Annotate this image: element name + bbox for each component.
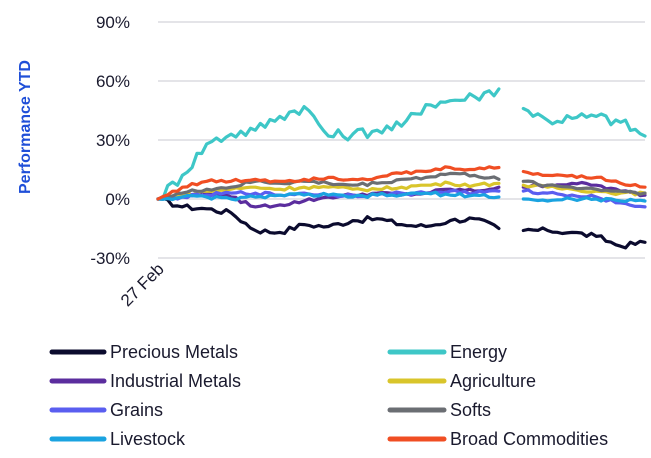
legend-label: Livestock (110, 429, 186, 449)
legend: Precious Metals Energy Industrial Metals Ag… (49, 342, 608, 449)
series-line (156, 87, 501, 201)
series-line (521, 106, 647, 138)
series-line (156, 196, 501, 236)
legend-label: Industrial Metals (110, 371, 241, 391)
legend-label: Grains (110, 400, 163, 420)
legend-label: Energy (450, 342, 507, 362)
y-axis-ticks: -30% 0% 30% 60% 90% (90, 13, 130, 268)
legend-label: Broad Commodities (450, 429, 608, 449)
y-tick-label: -30% (90, 249, 130, 268)
series-line (156, 165, 501, 201)
legend-label: Softs (450, 400, 491, 420)
y-tick-label: 60% (96, 72, 130, 91)
series-line (521, 169, 647, 189)
grid (158, 21, 645, 259)
y-tick-label: 90% (96, 13, 130, 32)
legend-label: Agriculture (450, 371, 536, 391)
series-line (156, 190, 501, 202)
series-lines (156, 87, 647, 250)
y-tick-label: 30% (96, 131, 130, 150)
series-line (521, 179, 647, 196)
y-axis-label: Performance YTD (17, 60, 34, 194)
y-tick-label: 0% (105, 190, 130, 209)
legend-label: Precious Metals (110, 342, 238, 362)
series-line (521, 196, 647, 204)
series-line (521, 226, 647, 250)
series-line (156, 171, 501, 201)
